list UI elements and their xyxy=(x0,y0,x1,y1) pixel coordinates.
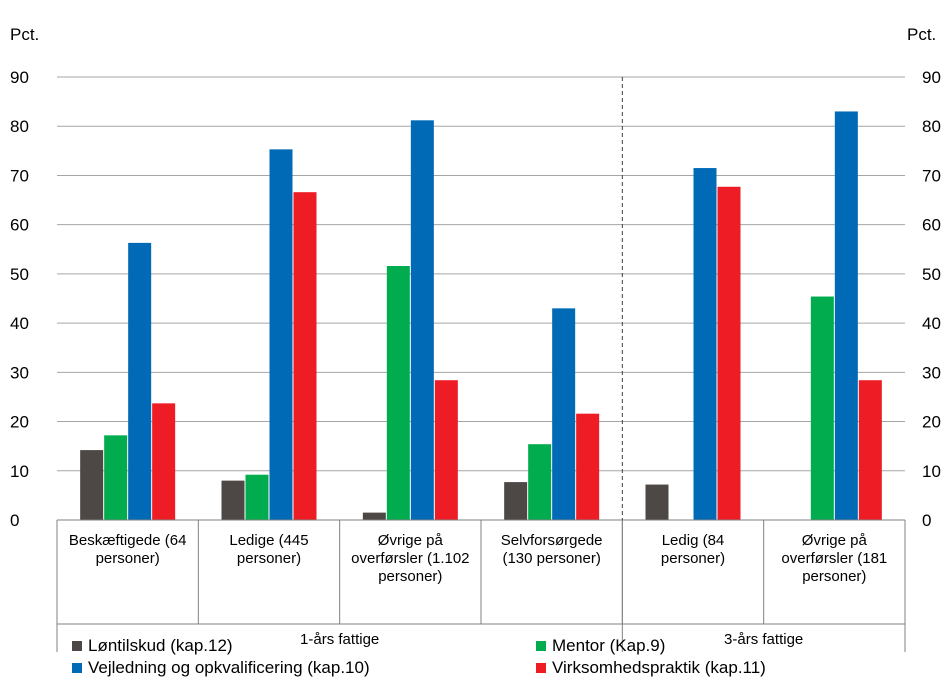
axes xyxy=(56,77,906,652)
legend-item: Mentor (Kap.9) xyxy=(536,636,665,656)
y-tick-label-right: 20 xyxy=(922,413,941,432)
y-tick-label-right: 70 xyxy=(922,166,941,185)
legend-label: Virksomhedspraktik (kap.11) xyxy=(552,658,766,677)
bar xyxy=(693,168,717,521)
bar xyxy=(269,149,293,520)
bar xyxy=(80,450,104,520)
x-tick-label-line: personer) xyxy=(378,568,442,585)
bar xyxy=(552,308,576,520)
x-tick-label: Ledige (445 personer) xyxy=(229,532,308,567)
y-tick-label-left: 40 xyxy=(10,314,29,333)
y-tick-label-right: 30 xyxy=(922,363,941,382)
bar xyxy=(810,296,834,520)
bar xyxy=(858,380,882,520)
legend-item: Løntilskud (kap.12) xyxy=(72,636,233,656)
x-tick-label-line: Øvrige på xyxy=(802,532,868,549)
y-tick-label-right: 10 xyxy=(922,462,941,481)
bar xyxy=(717,186,741,520)
y-tick-label-right: 90 xyxy=(922,68,941,87)
legend-item: Virksomhedspraktik (kap.11) xyxy=(536,658,766,678)
y-tick-label-left: 20 xyxy=(10,413,29,432)
x-tick-label-line: overførsler (1.102 xyxy=(351,550,469,567)
x-tick-label-line: Beskæftigede (64 xyxy=(69,532,187,549)
x-tick-label: Beskæftigede (64 personer) xyxy=(69,532,187,567)
group-label: 1-års fattige xyxy=(300,631,379,648)
y-tick-label-left: 80 xyxy=(10,117,29,136)
x-tick-label: Øvrige på overførsler (181 personer) xyxy=(781,532,887,585)
legend-label: Vejledning og opkvalificering (kap.10) xyxy=(88,658,370,677)
legend-swatch xyxy=(536,641,546,651)
gridlines xyxy=(57,76,905,472)
bar xyxy=(152,403,176,520)
x-tick-label: Øvrige på overførsler (1.102 personer) xyxy=(351,532,469,585)
bar xyxy=(528,444,552,520)
legend-item: Vejledning og opkvalificering (kap.10) xyxy=(72,658,370,678)
y-tick-label-right: 50 xyxy=(922,265,941,284)
group-label: 3-års fattige xyxy=(724,631,803,648)
y-tick-label-left: 90 xyxy=(10,68,29,87)
x-tick-label-line: Ledig (84 xyxy=(662,532,725,549)
x-tick-label-line: personer) xyxy=(802,568,866,585)
x-tick-label-line: Øvrige på xyxy=(378,532,444,549)
axis-labels: 0 0 10 10 20 20 30 30 40 40 50 50 60 60 70 70 80 80 90 90 Pc… xyxy=(10,25,941,648)
bar xyxy=(576,413,600,520)
y-tick-label-right: 0 xyxy=(922,511,931,530)
y-tick-label-left: 70 xyxy=(10,166,29,185)
bar xyxy=(504,482,528,520)
bar xyxy=(293,192,317,520)
x-tick-label-line: overførsler (181 xyxy=(781,550,887,567)
bar xyxy=(245,474,269,520)
y-tick-label-right: 40 xyxy=(922,314,941,333)
x-tick-label-line: personer) xyxy=(237,550,301,567)
legend-swatch xyxy=(536,663,546,673)
y-tick-label-left: 60 xyxy=(10,216,29,235)
y-tick-label-left: 30 xyxy=(10,363,29,382)
legend-label: Mentor (Kap.9) xyxy=(552,636,666,655)
bar xyxy=(221,480,245,520)
bar xyxy=(386,266,410,520)
bars xyxy=(80,111,882,521)
x-tick-label-line: (130 personer) xyxy=(502,550,600,567)
legend-swatch xyxy=(72,641,82,651)
x-tick-label: Selvforsørgede (130 personer) xyxy=(501,532,603,567)
bar xyxy=(410,120,434,520)
y-tick-label-right: 60 xyxy=(922,216,941,235)
bar xyxy=(434,380,458,520)
y-axis-unit-right: Pct. xyxy=(907,25,936,44)
y-tick-label-left: 50 xyxy=(10,265,29,284)
x-tick-label-line: Ledige (445 xyxy=(229,532,308,549)
bar xyxy=(104,435,128,520)
y-tick-label-left: 10 xyxy=(10,462,29,481)
y-axis-unit-left: Pct. xyxy=(10,25,39,44)
legend-swatch xyxy=(72,663,82,673)
bar xyxy=(128,242,152,520)
x-tick-label-line: Selvforsørgede xyxy=(501,532,603,549)
legend-label: Løntilskud (kap.12) xyxy=(88,636,233,655)
x-tick-label-line: personer) xyxy=(661,550,725,567)
y-tick-label-right: 80 xyxy=(922,117,941,136)
x-tick-label: Ledig (84 personer) xyxy=(661,532,725,567)
x-tick-label-line: personer) xyxy=(96,550,160,567)
legend: Løntilskud (kap.12) Mentor (Kap.9) Vejledn… xyxy=(72,636,932,684)
bar xyxy=(362,512,386,520)
y-tick-label-left: 0 xyxy=(10,511,19,530)
bar xyxy=(645,484,669,520)
bar xyxy=(834,111,858,520)
